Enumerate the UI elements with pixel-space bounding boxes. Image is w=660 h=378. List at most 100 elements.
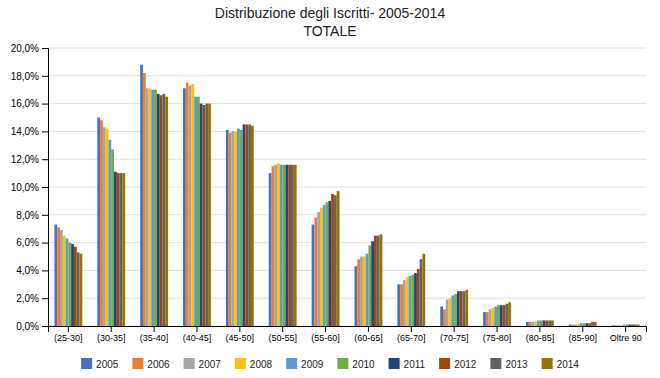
- bar: [486, 312, 489, 326]
- bar: [529, 322, 532, 326]
- legend-item: 2006: [132, 358, 170, 370]
- grid-line: [48, 298, 646, 299]
- tick-label: 6,0%: [16, 237, 39, 248]
- bar: [366, 254, 369, 326]
- bar: [594, 322, 597, 326]
- legend-label: 2014: [557, 359, 580, 370]
- bar: [317, 212, 320, 326]
- bar: [443, 309, 446, 326]
- tick-label: 0,0%: [16, 321, 39, 332]
- subtitle: TOTALE: [303, 23, 356, 39]
- tick-mark: [582, 326, 583, 332]
- bar: [491, 308, 494, 326]
- bar: [403, 280, 406, 326]
- tick-label: (30-35]: [97, 333, 126, 343]
- legend-label: 2013: [505, 359, 528, 370]
- tick-mark: [539, 326, 540, 332]
- x-tick: Oltre 90: [610, 326, 642, 343]
- bar: [71, 244, 74, 326]
- tick-label: (55-60]: [311, 333, 340, 343]
- bar: [66, 238, 69, 326]
- x-tick: (50-55]: [268, 326, 297, 343]
- bar: [200, 104, 203, 326]
- bar: [614, 325, 617, 326]
- bar: [537, 320, 540, 326]
- tick-label: (80-85]: [526, 333, 555, 343]
- legend-label: 2007: [199, 359, 222, 370]
- tick-label: 10,0%: [11, 182, 39, 193]
- series: [54, 65, 614, 326]
- bar: [269, 173, 272, 326]
- bar: [326, 202, 329, 326]
- plot: 0,0%2,0%4,0%6,0%8,0%10,0%12,0%14,0%16,0%…: [11, 43, 647, 344]
- tick-mark: [42, 131, 48, 132]
- x-tick: (85-90]: [569, 326, 598, 343]
- bar: [637, 325, 640, 326]
- bar: [100, 120, 103, 326]
- tick-label: 16,0%: [11, 98, 39, 109]
- grid-line: [48, 242, 646, 243]
- tick-mark: [42, 215, 48, 216]
- tick-mark: [42, 243, 48, 244]
- bar: [197, 97, 200, 326]
- bar: [334, 195, 337, 326]
- bar: [548, 320, 551, 326]
- tick-label: (60-65]: [354, 333, 383, 343]
- y-tick: 8,0%: [16, 210, 48, 221]
- bar: [186, 83, 189, 326]
- bar: [277, 163, 280, 326]
- bar: [500, 305, 503, 326]
- bar: [545, 320, 548, 326]
- bar: [274, 165, 277, 326]
- bar: [291, 165, 294, 326]
- axis-line: [42, 49, 49, 327]
- tick-label: (65-70]: [397, 333, 426, 343]
- bar: [400, 284, 403, 326]
- bar: [74, 247, 77, 326]
- bar: [140, 65, 143, 326]
- bar: [574, 325, 577, 326]
- y-tick: 6,0%: [16, 237, 48, 248]
- y-tick: 16,0%: [11, 98, 48, 109]
- bar: [323, 205, 326, 326]
- x-tick: (80-85]: [526, 326, 555, 343]
- tick-label: (75-80]: [483, 333, 512, 343]
- bar: [591, 322, 594, 326]
- bar: [160, 95, 163, 326]
- bar: [54, 225, 57, 326]
- tick-label: (45-50]: [226, 333, 255, 343]
- bar: [457, 291, 460, 326]
- bar: [280, 165, 283, 326]
- bar: [122, 173, 125, 326]
- bar: [314, 218, 317, 326]
- bar: [463, 291, 466, 326]
- bar: [451, 295, 454, 326]
- bar: [494, 307, 497, 326]
- tick-mark: [497, 326, 498, 332]
- series: [60, 86, 620, 326]
- legend-item: 2011: [389, 358, 426, 370]
- tick-mark: [625, 326, 626, 332]
- bar: [240, 130, 243, 326]
- legend-item: 2014: [542, 358, 580, 370]
- x-tick: (30-35]: [97, 326, 126, 343]
- tick-mark: [282, 326, 283, 332]
- bar: [108, 140, 111, 326]
- bar: [540, 320, 543, 326]
- y-tick: 18,0%: [11, 71, 48, 82]
- legend-label: 2011: [404, 359, 426, 370]
- grid-line: [48, 187, 646, 188]
- bar: [497, 305, 500, 326]
- tick-mark: [42, 76, 48, 77]
- tick-mark: [325, 326, 326, 332]
- x-tick: (25-30]: [54, 326, 83, 343]
- bar: [411, 275, 414, 326]
- y-tick: 14,0%: [11, 126, 48, 137]
- y-tick: 10,0%: [11, 182, 48, 193]
- series: [66, 90, 626, 326]
- tick-mark: [68, 326, 69, 332]
- bar: [60, 230, 63, 326]
- bar: [374, 236, 377, 326]
- bar: [626, 325, 629, 326]
- tick-label: (40-45]: [183, 333, 212, 343]
